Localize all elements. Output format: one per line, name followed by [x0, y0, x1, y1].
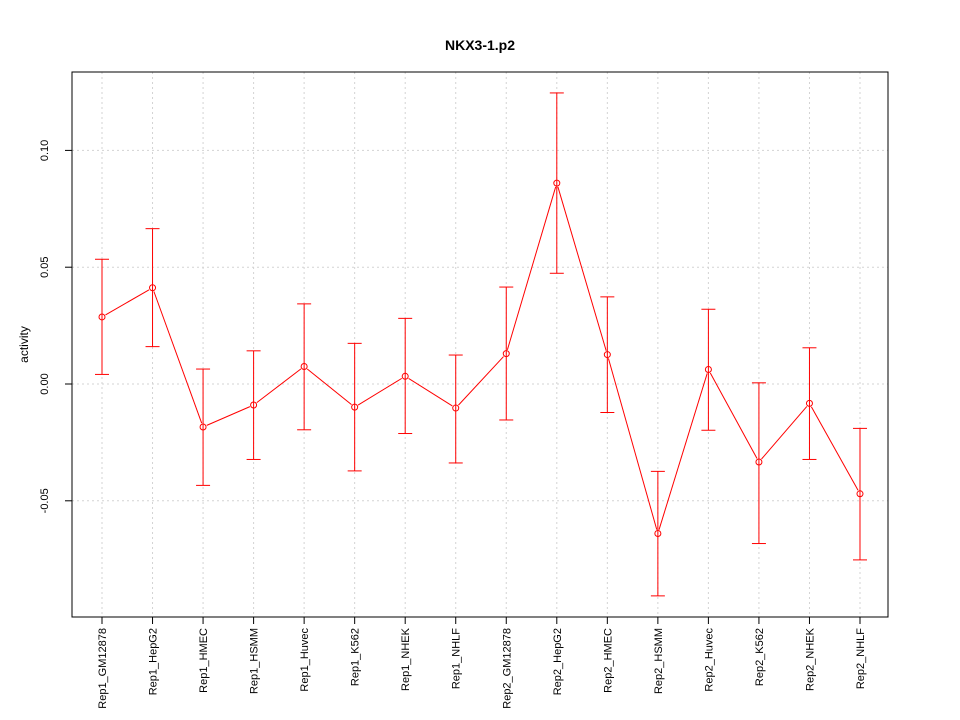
series-line-segment — [658, 373, 708, 530]
data-point — [351, 403, 359, 411]
y-tick-label: 0.00 — [39, 373, 51, 394]
grid-layer — [72, 72, 888, 617]
x-tick-label: Rep2_HMEC — [602, 628, 614, 693]
data-point — [856, 490, 864, 498]
x-tick-label: Rep2_NHEK — [804, 627, 816, 691]
series-line-segment — [256, 368, 302, 403]
series-line-segment — [709, 372, 758, 459]
chart-title: NKX3-1.p2 — [445, 37, 515, 53]
series-line-segment — [408, 377, 453, 407]
x-tick-label: Rep1_HepG2 — [148, 628, 160, 695]
data-point — [755, 458, 763, 466]
data-point — [300, 362, 308, 370]
series-line-segment — [607, 358, 658, 530]
data-point — [603, 351, 611, 359]
data-point — [805, 399, 813, 407]
x-tick-label: Rep2_GM12878 — [501, 628, 513, 709]
x-tick-label: Rep1_NHLF — [451, 628, 463, 689]
x-tick-label: Rep1_HMEC — [198, 628, 210, 693]
data-point — [704, 366, 712, 374]
series-line-segment — [506, 186, 557, 350]
series-line-segment — [105, 289, 150, 316]
y-tick-label: 0.10 — [39, 140, 51, 161]
series-line-segment — [761, 406, 808, 460]
series-line-segment — [153, 291, 203, 424]
data-point — [502, 350, 510, 358]
x-tick-label: Rep1_K562 — [350, 628, 362, 686]
x-tick-label: Rep2_NHLF — [855, 628, 867, 689]
data-point — [452, 404, 460, 412]
data-point — [654, 530, 662, 538]
data-point — [250, 401, 258, 409]
y-axis-label: activity — [17, 326, 31, 363]
data-point — [199, 423, 207, 431]
x-tick-label: Rep1_Huvec — [299, 628, 311, 692]
x-tick-label: Rep1_NHEK — [400, 627, 412, 691]
data-point — [401, 372, 409, 380]
x-tick-label: Rep2_HSMM — [653, 628, 665, 694]
y-tick-label: -0.05 — [39, 488, 51, 513]
series-layer — [95, 92, 867, 597]
x-tick-label: Rep2_HepG2 — [552, 628, 564, 695]
x-tick-label: Rep2_Huvec — [703, 628, 715, 692]
series-line-segment — [810, 406, 859, 491]
data-point — [98, 313, 106, 321]
series-line-segment — [306, 368, 352, 406]
data-point — [149, 284, 157, 292]
x-tick-label: Rep2_K562 — [754, 628, 766, 686]
plot-frame — [71, 71, 889, 618]
series-line-segment — [458, 356, 504, 406]
series-line-segment — [557, 186, 607, 351]
x-tick-label: Rep1_HSMM — [249, 628, 261, 694]
series-line-segment — [206, 406, 251, 426]
data-point — [553, 179, 561, 187]
x-tick-label: Rep1_GM12878 — [97, 628, 109, 709]
y-tick-label: 0.05 — [39, 256, 51, 277]
axis-layer: -0.05 0.00 0.05 0.10 Rep1_GM12878 Rep1_HepG2 R… — [39, 140, 867, 709]
series-line-segment — [357, 377, 403, 406]
